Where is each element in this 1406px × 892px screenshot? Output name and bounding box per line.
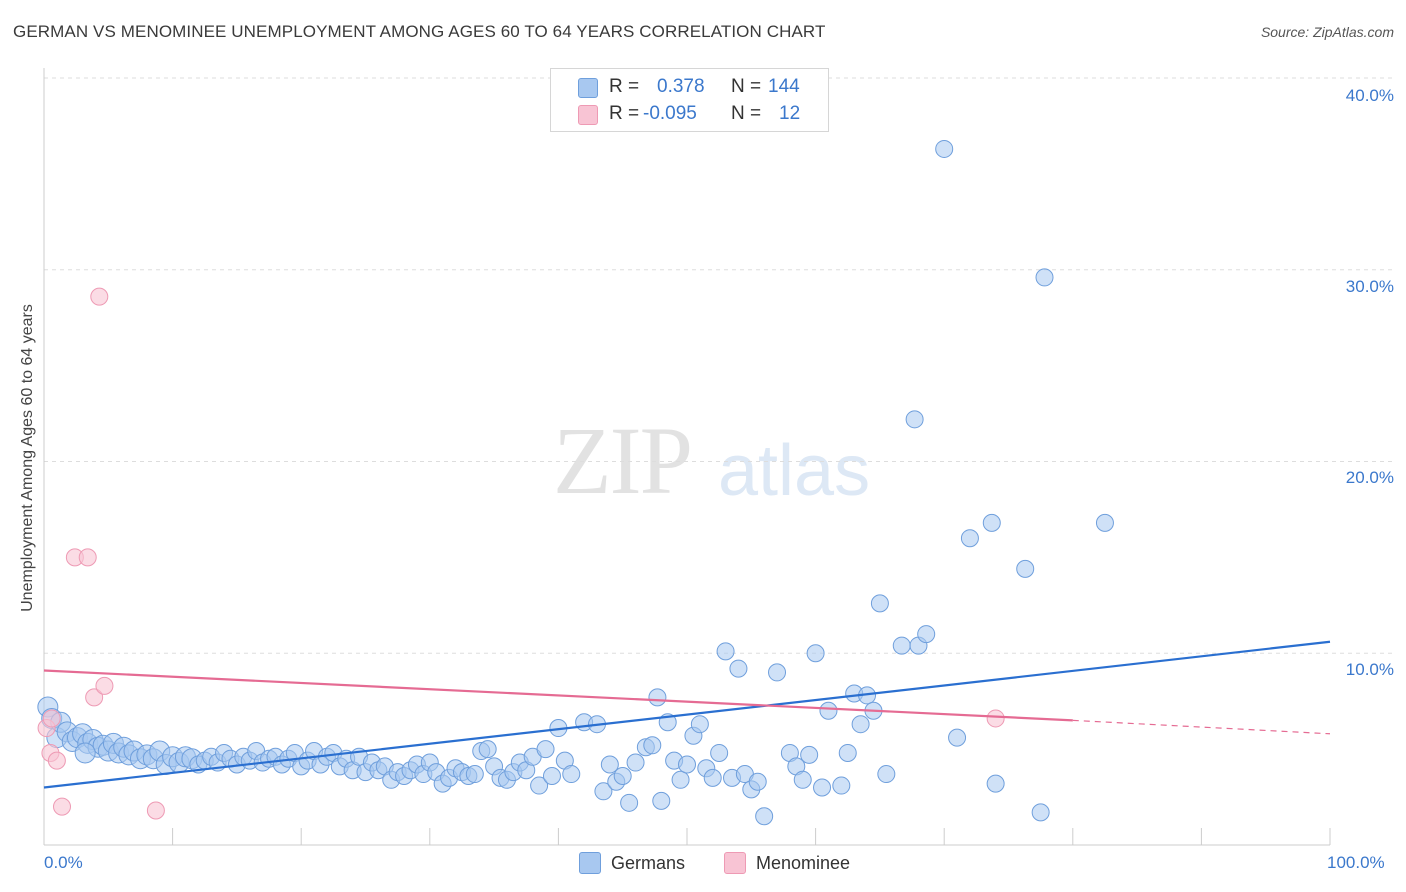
legend-germans-swatch [579, 852, 601, 874]
grid-layer [44, 77, 1392, 654]
germans-point [800, 745, 819, 764]
germans-point [478, 740, 497, 759]
germans-point [832, 776, 851, 795]
menominee-point [146, 801, 165, 820]
germans-point [74, 742, 96, 764]
germans-point [870, 594, 889, 613]
menominee-n-label: N = [731, 103, 762, 124]
germans-point [748, 772, 767, 791]
germans-swatch [578, 78, 598, 98]
y-tick-label-40: 40.0% [1345, 86, 1394, 105]
menominee-swatch [578, 105, 598, 125]
germans-point [626, 753, 645, 772]
germans-point [948, 728, 967, 747]
menominee-point [53, 797, 72, 816]
germans-point [1016, 559, 1035, 578]
germans-point [643, 736, 662, 755]
y-axis-label: Unemployment Among Ages 60 to 64 years [19, 304, 36, 612]
germans-point [755, 807, 774, 826]
germans-point [648, 688, 667, 707]
germans-point [703, 768, 722, 787]
menominee-point [95, 676, 114, 695]
menominee-points [37, 287, 1005, 820]
germans-point [1031, 803, 1050, 822]
germans-n-value: 144 [768, 76, 800, 97]
chart-title: GERMAN VS MENOMINEE UNEMPLOYMENT AMONG A… [13, 22, 826, 41]
germans-n-label: N = [731, 76, 762, 97]
germans-point [892, 636, 911, 655]
legend-germans-label: Germans [611, 852, 686, 873]
germans-points [37, 139, 1114, 826]
germans-point [536, 740, 555, 759]
x-tick-label-0: 0.0% [44, 853, 83, 872]
menominee-point [85, 688, 104, 707]
watermark-atlas: atlas [718, 431, 871, 511]
menominee-point [42, 709, 61, 728]
legend-item-germans[interactable]: Germans [579, 852, 685, 874]
legend-menominee-swatch [724, 852, 746, 874]
germans-point [594, 782, 613, 801]
germans-point [819, 701, 838, 720]
menominee-point [47, 751, 66, 770]
correlation-legend: R = 0.378 N = 144 R = -0.095 N = 12 [550, 68, 829, 132]
menominee-trend-extension [1072, 719, 1331, 735]
germans-point [600, 755, 619, 774]
menominee-point [986, 709, 1005, 728]
source-label: Source: ZipAtlas.com [1260, 24, 1394, 40]
menominee-point [78, 548, 97, 567]
germans-point [613, 766, 632, 785]
germans-point [986, 774, 1005, 793]
x-tick-label-100: 100.0% [1327, 853, 1385, 872]
watermark-zip: ZIP [553, 407, 693, 514]
germans-point [710, 743, 729, 762]
germans-point [905, 410, 924, 429]
germans-point [838, 743, 857, 762]
menominee-r-value: -0.095 [643, 103, 697, 124]
series-legend: Germans Menominee [0, 852, 1406, 878]
menominee-trend-line [43, 669, 1073, 722]
legend-item-menominee[interactable]: Menominee [724, 852, 850, 874]
germans-point [1035, 268, 1054, 287]
germans-trend-line [43, 640, 1331, 789]
germans-point [530, 776, 549, 795]
germans-point [851, 715, 870, 734]
germans-point [652, 791, 671, 810]
menominee-r-label: R = [609, 103, 640, 124]
germans-point [716, 642, 735, 661]
germans-point [793, 770, 812, 789]
germans-point [877, 765, 896, 784]
germans-point [562, 765, 581, 784]
legend-menominee-label: Menominee [756, 852, 851, 873]
germans-point [729, 659, 748, 678]
germans-point [542, 766, 561, 785]
menominee-point [90, 287, 109, 306]
germans-r-label: R = [609, 76, 640, 97]
germans-point [813, 778, 832, 797]
y-tick-label-10: 10.0% [1345, 660, 1394, 679]
germans-point [1095, 513, 1114, 532]
germans-point [982, 513, 1001, 532]
germans-point [620, 793, 639, 812]
germans-point [671, 770, 690, 789]
y-tick-label-20: 20.0% [1345, 468, 1394, 487]
germans-point [690, 715, 709, 734]
germans-point [806, 644, 825, 663]
axis-layer [43, 68, 1331, 846]
germans-point [465, 765, 484, 784]
trend-lines [43, 640, 1331, 789]
germans-r-value: 0.378 [657, 76, 705, 97]
menominee-n-value: 12 [779, 103, 801, 124]
germans-point [960, 529, 979, 548]
germans-point [678, 755, 696, 774]
germans-point [917, 625, 936, 644]
germans-point [935, 139, 954, 158]
germans-point [768, 663, 787, 682]
y-tick-label-30: 30.0% [1345, 277, 1394, 296]
